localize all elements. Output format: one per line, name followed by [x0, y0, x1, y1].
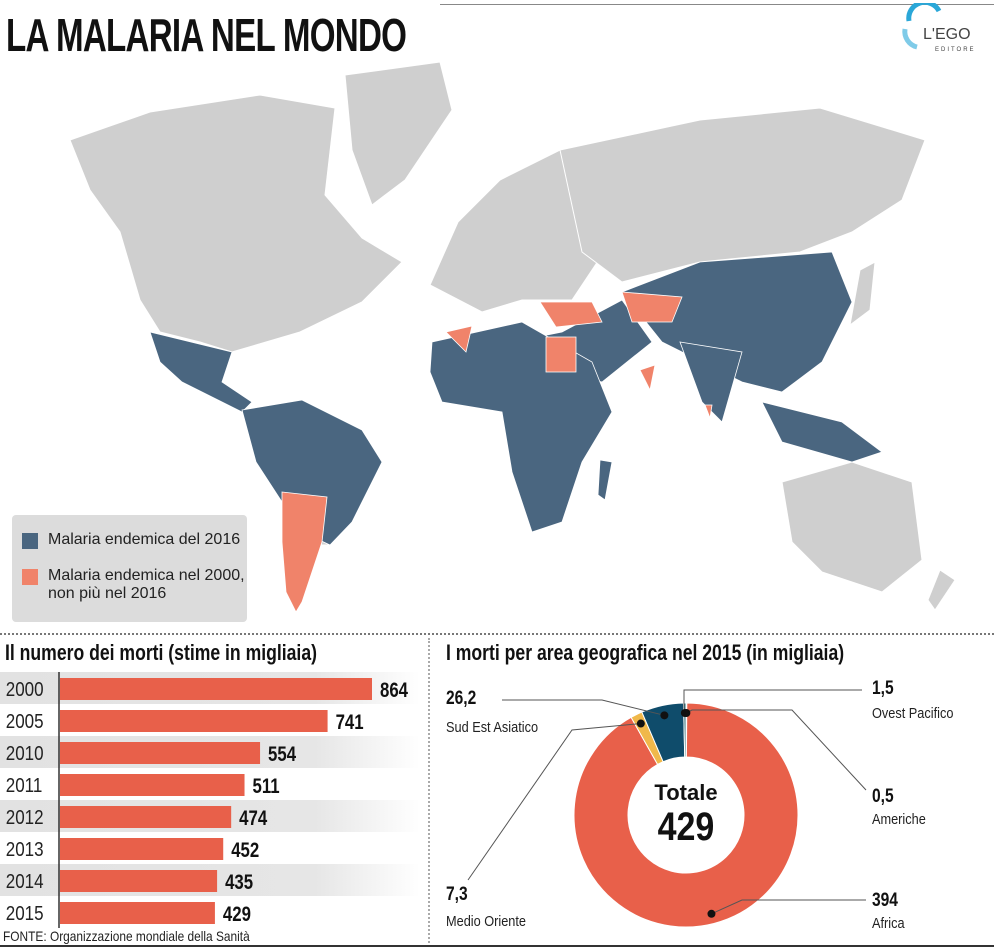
slice-value-label: 1,5	[872, 677, 894, 699]
legend-swatch-blue	[22, 533, 38, 549]
year-label: 2010	[6, 742, 44, 765]
year-label: 2014	[6, 870, 44, 893]
year-label: 2013	[6, 838, 44, 861]
top-rule	[440, 4, 994, 5]
endemic-2000-only-regions	[281, 291, 713, 613]
callout-line	[502, 699, 665, 716]
slice-value-label: 7,3	[446, 883, 468, 905]
north-america	[69, 94, 403, 353]
japan	[849, 261, 876, 327]
year-label: 2011	[6, 774, 43, 797]
donut-chart-title: I morti per area geografica nel 2015 (in…	[446, 640, 845, 665]
legend-label: Malaria endemica del 2016	[48, 531, 241, 548]
center-value: 429	[658, 803, 715, 848]
legend-item-endemic-2000: Malaria endemica nel 2000, non più nel 20…	[22, 567, 245, 603]
callout-dot	[680, 709, 689, 718]
slice-name-label: Africa	[872, 914, 905, 931]
logo-subtext: EDITORE	[935, 47, 976, 53]
legend-label: Malaria endemica nel 2000, non più nel 20…	[48, 567, 245, 602]
value-label: 452	[231, 839, 259, 862]
deaths-bar-chart: 2000 864 2005 741 2010 554 2011 511 2012 474 2013 4…	[0, 672, 420, 928]
map-legend: Malaria endemica del 2016 Malaria endemi…	[12, 515, 247, 622]
callout-dot	[636, 719, 645, 728]
bar-2000	[60, 678, 372, 700]
bar-2012	[60, 806, 232, 828]
bar-2015	[60, 902, 215, 924]
new-zealand	[927, 569, 956, 611]
page-title: LA MALARIA NEL MONDO	[6, 9, 407, 61]
legend-swatch-orange	[22, 569, 38, 585]
value-label: 554	[268, 743, 296, 766]
greenland	[344, 61, 453, 206]
bar-2010	[60, 742, 261, 764]
source-note: FONTE: Organizzazione mondiale della San…	[3, 928, 250, 944]
bar-2013	[60, 838, 224, 860]
section-divider	[0, 633, 994, 635]
callout-line	[711, 899, 866, 915]
bar-chart-title: Il numero dei morti (stime in migliaia)	[5, 640, 317, 665]
year-label: 2015	[6, 902, 44, 925]
slice-name-label: Sud Est Asiatico	[446, 718, 538, 735]
slice-value-label: 0,5	[872, 785, 894, 807]
value-label: 741	[336, 711, 364, 734]
australia	[781, 461, 923, 593]
logo-text: L'EGO	[923, 26, 971, 43]
world-map	[69, 61, 956, 613]
bar-2014	[60, 870, 218, 892]
slice-name-label: Ovest Pacifico	[872, 704, 954, 721]
publisher-logo: L'EGO EDITORE	[902, 3, 976, 53]
value-label: 435	[225, 871, 253, 894]
column-divider	[428, 638, 430, 943]
legend-item-endemic-2016: Malaria endemica del 2016	[22, 531, 240, 549]
bar-2011	[60, 774, 245, 796]
year-label: 2012	[6, 806, 44, 829]
slice-value-label: 394	[872, 889, 898, 911]
bottom-rule	[0, 945, 994, 947]
callout-dot	[660, 711, 669, 720]
value-label: 474	[239, 807, 267, 830]
callout-line	[467, 723, 641, 881]
value-label: 511	[253, 775, 280, 798]
slice-name-label: Americhe	[872, 810, 926, 827]
slice-name-label: Medio Oriente	[446, 912, 526, 929]
callout-dot	[707, 909, 716, 918]
year-label: 2000	[6, 678, 44, 701]
value-label: 429	[223, 903, 251, 926]
center-label: Totale	[654, 780, 717, 805]
slice-africa	[573, 702, 799, 928]
russia	[559, 107, 926, 283]
bar-2005	[60, 710, 328, 732]
value-label: 864	[380, 679, 408, 702]
year-label: 2005	[6, 710, 44, 733]
slice-value-label: 26,2	[446, 687, 476, 709]
